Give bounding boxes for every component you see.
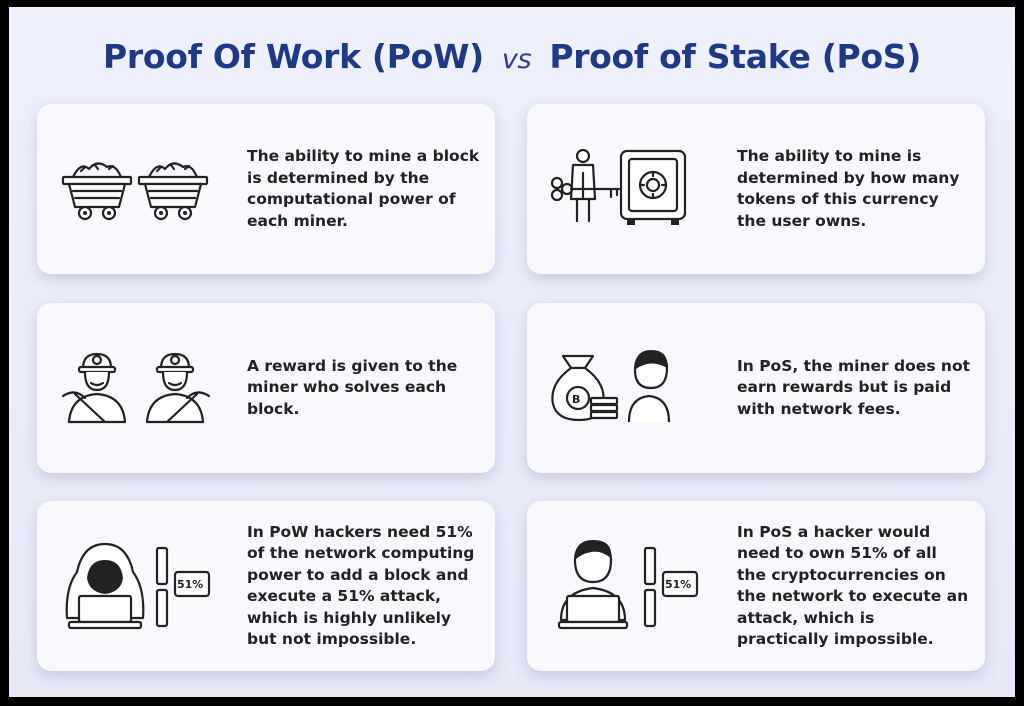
pow-card-mining-power: The ability to mine a block is determine… [37, 104, 495, 274]
hacker-icon: 51% [59, 501, 229, 671]
pow-text-1: The ability to mine a block is determine… [247, 147, 480, 230]
infographic: Proof Of Work (PoW) vs Proof of Stake (PoS… [9, 7, 1015, 697]
pow-card-reward: A reward is given to the miner who solve… [37, 303, 495, 473]
svg-text:B: B [572, 393, 580, 406]
user-laptop-icon: 51% [549, 501, 719, 671]
page-title: Proof Of Work (PoW) vs Proof of Stake (PoS… [9, 37, 1015, 76]
title-pow: Proof Of Work (PoW) [102, 37, 484, 76]
pos-text-2: In PoS, the miner does not earn rewards … [737, 356, 971, 418]
pos-card-tokens: The ability to mine is determined by how… [527, 104, 985, 274]
pos-text-1: The ability to mine is determined by how… [737, 147, 960, 230]
safe-with-key-icon [549, 104, 719, 274]
mine-carts-icon [59, 104, 229, 274]
pow-text-3: In PoW hackers need 51% of the network c… [247, 522, 475, 649]
pow-badge: 51% [177, 578, 203, 591]
pow-card-attack: 51% In PoW hackers need 51% of the netwo… [37, 501, 495, 671]
title-pos: Proof of Stake (PoS) [549, 37, 922, 76]
bitcoin-bag-icon: B [549, 303, 719, 473]
pos-badge: 51% [665, 578, 691, 591]
title-vs: vs [501, 44, 532, 75]
pos-card-attack: 51% In PoS a hacker would need to own 51… [527, 501, 985, 671]
pow-text-2: A reward is given to the miner who solve… [247, 356, 458, 418]
pos-card-fees: B In PoS, the miner does not earn reward… [527, 303, 985, 473]
pos-text-3: In PoS a hacker would need to own 51% of… [737, 522, 969, 649]
miners-icon [59, 303, 229, 473]
